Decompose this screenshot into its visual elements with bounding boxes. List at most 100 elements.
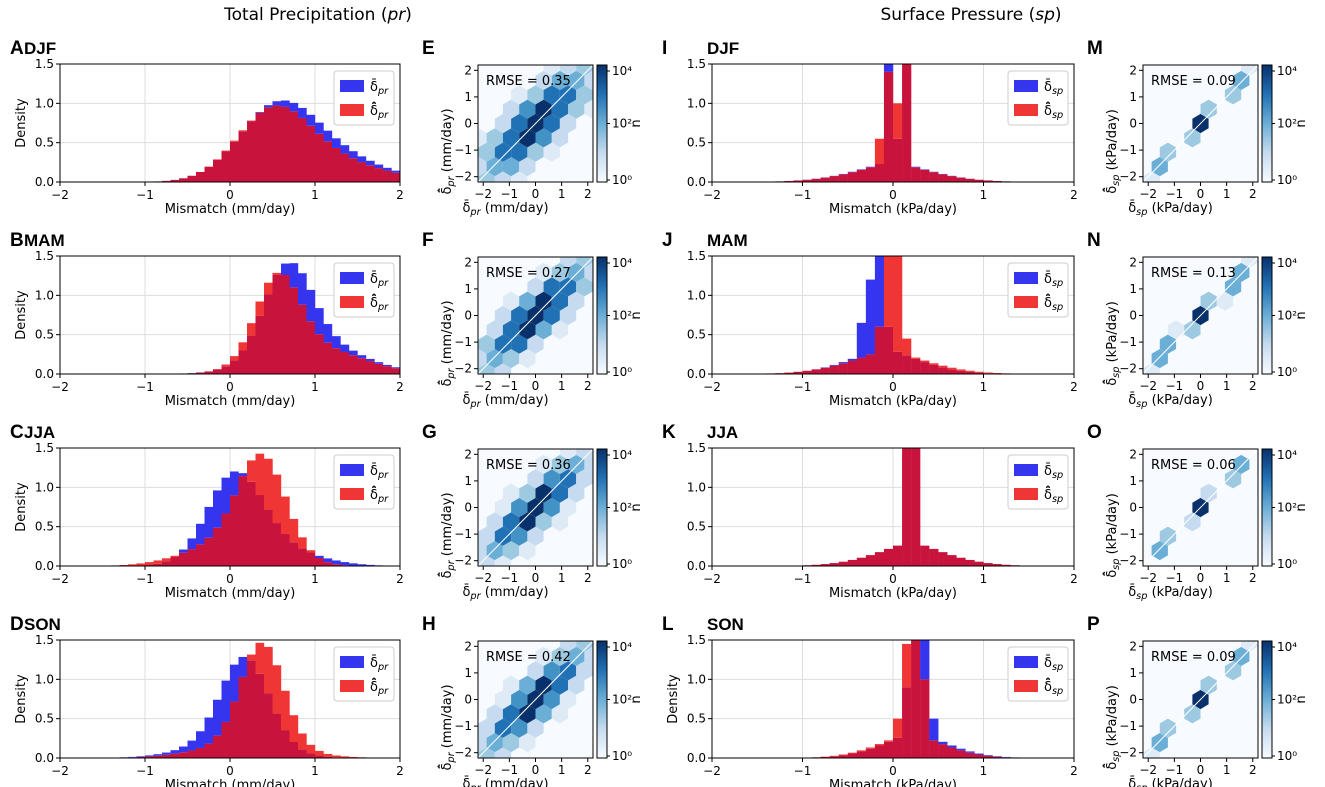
bar-overlap — [947, 555, 957, 566]
bar-overlap — [357, 162, 367, 182]
hexbin-panel-H: −2−2 −1 −1 0 0 1 1 2 2 δ̄pr (mm/day) δ̄̂pr (mm/day… — [422, 614, 644, 787]
bar-red — [947, 367, 957, 370]
x-tick-label: −2 — [703, 188, 721, 202]
histogram-panel-C: −2 −1 0 1 2 0.0 0.5 1.0 1.5 Mismatch (mm/day) Dens… — [10, 422, 404, 601]
hexbin — [559, 497, 577, 518]
x-axis-label: δ̄pr (mm/day) — [462, 777, 548, 787]
legend-label: δ̄̂pr — [370, 678, 389, 697]
hexbins — [478, 65, 593, 182]
histogram-panel-I: −2 −1 0 1 2 0.0 0.5 1.0 1.5 Mismatch (kPa/day) I DJ… — [662, 38, 1078, 217]
bar-blue — [374, 164, 384, 169]
y-tick-label: 0.5 — [687, 328, 706, 342]
season-label: DJF — [707, 39, 739, 58]
x-tick-label: 0 — [226, 188, 234, 202]
x-tick-label: −2 — [703, 572, 721, 586]
bar-overlap — [179, 552, 188, 566]
legend-swatch-red — [1014, 104, 1038, 116]
bar-overlap — [847, 172, 857, 182]
bar-overlap — [179, 752, 188, 758]
bar-red — [281, 496, 290, 535]
y-tick-label: 0.0 — [35, 367, 54, 381]
legend-swatch-red — [1014, 296, 1038, 308]
y-tick-label: −2 — [1119, 746, 1137, 760]
bar-blue — [315, 555, 324, 559]
bar-overlap — [332, 564, 341, 566]
y-axis-label: Density — [14, 674, 29, 724]
colorbar — [596, 64, 608, 183]
legend-swatch-blue — [340, 656, 364, 668]
x-tick-label: −1 — [794, 764, 812, 778]
hexbin — [535, 99, 552, 119]
y-tick-label: 1 — [1129, 474, 1137, 488]
x-tick-label: −1 — [136, 380, 154, 394]
bar-blue — [230, 471, 239, 496]
hexbin — [519, 512, 536, 532]
bar-overlap — [204, 166, 214, 182]
bar-overlap — [281, 275, 290, 374]
bar-overlap — [374, 363, 384, 374]
y-tick-label: 1.0 — [687, 480, 706, 494]
bar-overlap — [784, 180, 794, 182]
bar-overlap — [893, 737, 903, 758]
bar-blue — [221, 680, 231, 722]
hexbin — [519, 157, 536, 177]
hexbin — [535, 704, 552, 724]
bar-overlap — [992, 180, 1002, 182]
y-tick-label: 1 — [464, 90, 472, 104]
x-tick-label: 0 — [226, 380, 234, 394]
hexbin — [584, 646, 593, 666]
hexbin — [494, 555, 512, 566]
hexbin — [1241, 257, 1258, 268]
bar-overlap — [829, 365, 839, 374]
y-tick-label: 0.5 — [35, 520, 54, 534]
bar-overlap — [221, 366, 231, 374]
hexbin — [478, 363, 495, 374]
y-tick-label: −2 — [1119, 170, 1137, 184]
x-tick-label: −1 — [794, 380, 812, 394]
bar-blue — [340, 344, 350, 352]
legend-swatch-red — [1014, 680, 1038, 692]
hexbin — [511, 334, 528, 354]
bar-blue — [281, 100, 290, 107]
bar-red — [306, 744, 316, 754]
bar-overlap — [255, 112, 265, 182]
bar-overlap — [883, 741, 894, 758]
y-tick-label: 0 — [464, 501, 472, 515]
rmse-label: RMSE = 0.35 — [486, 74, 571, 89]
colorbar-tick-label: 10² — [612, 117, 632, 131]
hexbin — [559, 85, 577, 105]
histogram-panel-D: −2 −1 0 1 2 0.0 0.5 1.0 1.5 Mismatch (mm/day) Dens… — [10, 614, 404, 787]
bar-red — [323, 753, 333, 757]
bar-red — [349, 756, 358, 758]
panel-letter: H — [422, 614, 436, 635]
bar-blue — [920, 640, 930, 680]
bar-overlap — [391, 368, 400, 374]
hexbin — [527, 718, 544, 738]
hexbin — [1143, 747, 1160, 758]
bar-overlap — [281, 534, 290, 566]
bar-blue — [349, 563, 358, 566]
y-axis-label: Density — [14, 290, 29, 340]
bars — [68, 263, 400, 374]
bar-overlap — [965, 752, 975, 758]
bar-overlap — [238, 476, 248, 566]
hexbin — [1233, 70, 1250, 90]
colorbar-label: n — [629, 311, 644, 319]
legend-label: δ̄̂sp — [1044, 102, 1063, 121]
hexbin — [559, 689, 577, 710]
bar-overlap — [956, 750, 966, 758]
panel-letter: E — [422, 38, 435, 59]
legend-swatch-blue — [340, 464, 364, 476]
season-label: JJA — [24, 423, 55, 442]
colorbar — [1261, 256, 1273, 375]
x-tick-label: −1 — [1166, 763, 1184, 777]
hexbin — [1233, 262, 1250, 282]
panel-letter: G — [422, 422, 437, 443]
rmse-label: RMSE = 0.09 — [1151, 74, 1236, 89]
bar-overlap — [306, 552, 316, 566]
bar-overlap — [272, 105, 282, 182]
bar-blue — [204, 506, 214, 538]
legend-swatch-blue — [1014, 80, 1038, 92]
x-tick-label: −1 — [1166, 379, 1184, 393]
y-tick-label: 1.0 — [35, 480, 54, 494]
